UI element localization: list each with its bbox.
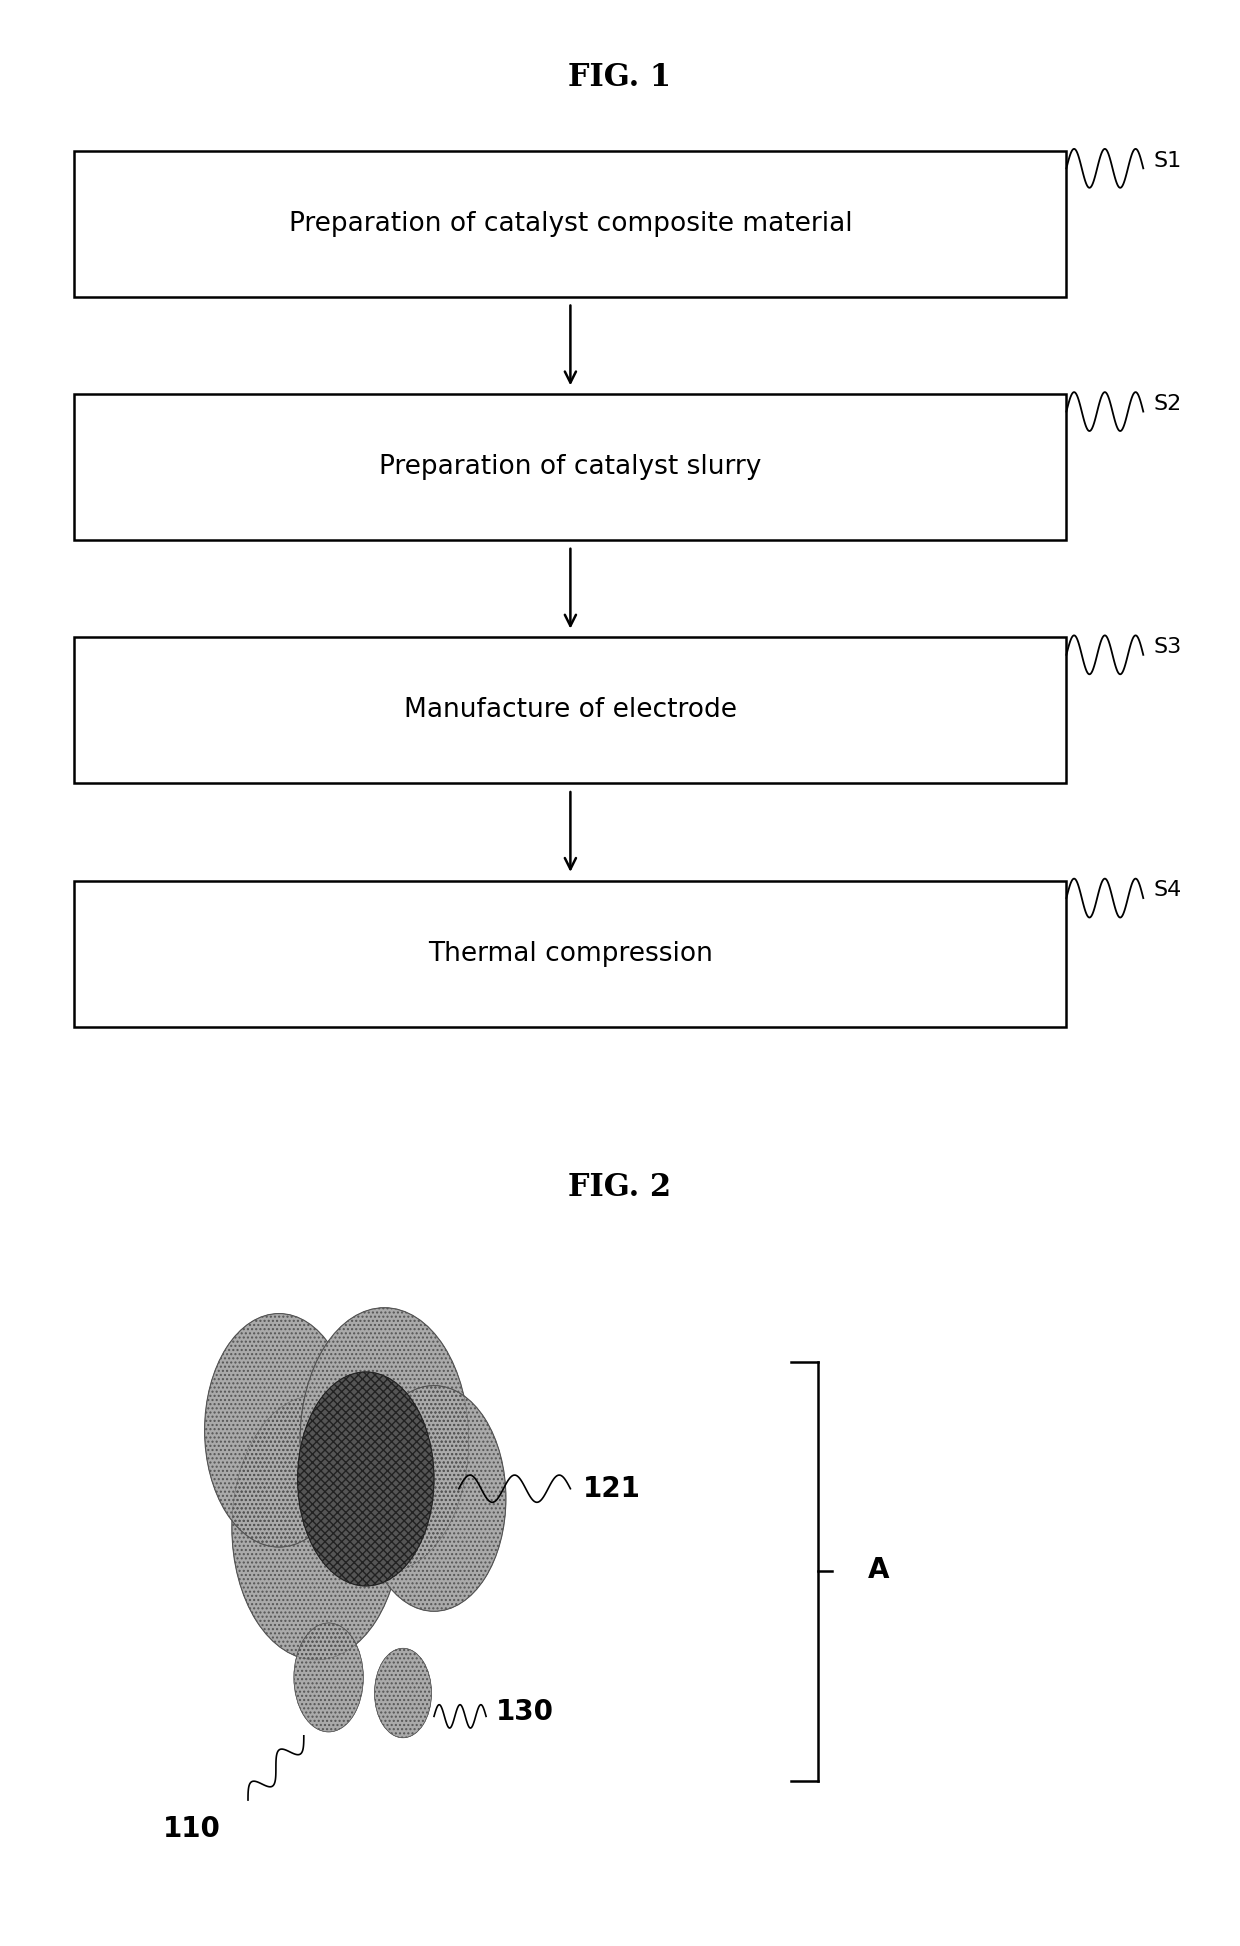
Text: 121: 121 (583, 1475, 641, 1502)
FancyBboxPatch shape (74, 880, 1066, 1027)
Circle shape (300, 1308, 469, 1572)
FancyBboxPatch shape (74, 393, 1066, 539)
Text: S1: S1 (1153, 150, 1182, 171)
Text: Preparation of catalyst composite material: Preparation of catalyst composite materi… (289, 210, 852, 237)
Text: S4: S4 (1153, 880, 1182, 901)
Text: Manufacture of electrode: Manufacture of electrode (404, 697, 737, 724)
Text: FIG. 1: FIG. 1 (568, 62, 672, 93)
Text: 130: 130 (496, 1699, 554, 1726)
Text: FIG. 2: FIG. 2 (568, 1171, 672, 1203)
Circle shape (298, 1372, 434, 1586)
Text: S3: S3 (1153, 636, 1182, 658)
Text: Preparation of catalyst slurry: Preparation of catalyst slurry (379, 453, 761, 481)
Circle shape (374, 1648, 432, 1738)
Text: Thermal compression: Thermal compression (428, 940, 713, 967)
Text: 110: 110 (164, 1816, 221, 1843)
FancyBboxPatch shape (74, 152, 1066, 296)
FancyBboxPatch shape (74, 638, 1066, 782)
Text: A: A (868, 1557, 889, 1584)
Circle shape (205, 1314, 353, 1547)
Text: S2: S2 (1153, 393, 1182, 414)
Circle shape (362, 1386, 506, 1611)
Circle shape (294, 1623, 363, 1732)
Circle shape (232, 1395, 401, 1660)
